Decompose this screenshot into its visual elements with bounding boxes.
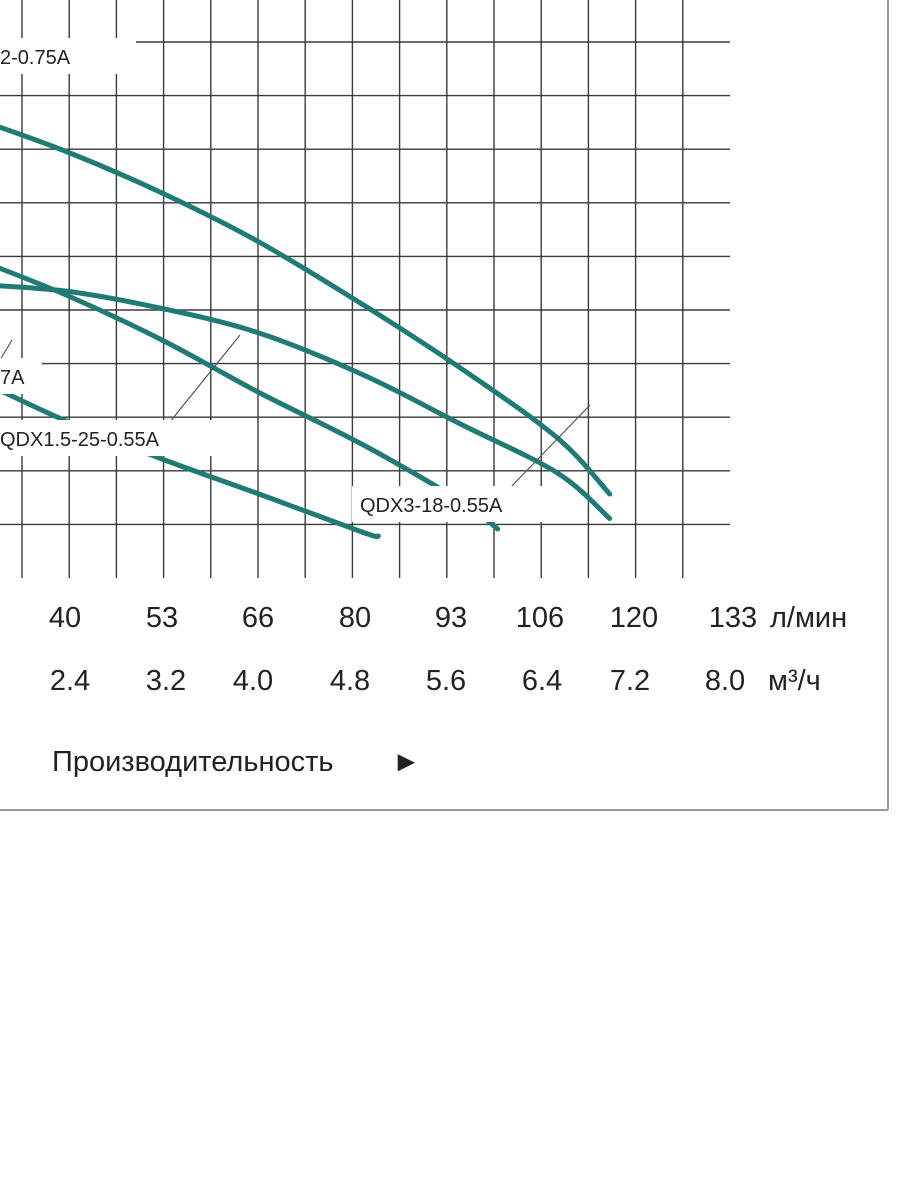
x-ticks-m3h: 2.4 3.2 4.0 4.8 5.6 6.4 7.2 8.0 — [50, 665, 745, 697]
x-tick-lpm: 106 — [516, 602, 564, 634]
x-tick-lpm: 133 — [709, 602, 757, 634]
x-tick-lpm: 53 — [146, 602, 178, 634]
x-axis-arrow-icon: ► — [392, 746, 421, 778]
curve-label-7a: 7A — [0, 367, 25, 389]
leader-line-qdx3 — [509, 404, 591, 489]
curve-series-2 — [0, 283, 613, 521]
label-bg-series-2 — [352, 486, 558, 522]
x-tick-lpm: 80 — [339, 602, 371, 634]
x-tick-m3h: 8.0 — [705, 665, 745, 697]
x-tick-m3h: 4.0 — [233, 665, 273, 697]
leader-line-7a — [0, 339, 13, 361]
x-unit-lpm: л/мин — [770, 602, 847, 634]
curve-series-1 — [0, 124, 613, 497]
x-tick-m3h: 6.4 — [522, 665, 562, 697]
x-tick-m3h: 2.4 — [50, 665, 90, 697]
x-tick-m3h: 5.6 — [426, 665, 466, 697]
x-tick-m3h: 7.2 — [610, 665, 650, 697]
x-tick-m3h: 4.8 — [330, 665, 370, 697]
label-bg-series-4 — [0, 358, 42, 394]
x-tick-lpm: 120 — [610, 602, 658, 634]
curve-label-qdx3-18: QDX3-18-0.55A — [360, 495, 503, 517]
label-bg-series-1 — [0, 38, 136, 74]
x-tick-m3h: 3.2 — [146, 665, 186, 697]
x-tick-lpm: 40 — [49, 602, 81, 634]
x-ticks-lpm: 40 53 66 80 93 106 120 133 — [49, 602, 757, 634]
x-unit-m3h: м³/ч — [768, 665, 821, 697]
leader-line-qdx1-5 — [164, 334, 241, 429]
curve-series-4 — [0, 387, 381, 540]
x-axis-title: Производительность — [52, 746, 333, 778]
chart-grid — [0, 0, 730, 578]
x-tick-lpm: 93 — [435, 602, 467, 634]
curve-label-qdx1-5-25: QDX1.5-25-0.55A — [0, 429, 160, 451]
curve-label-2-0-75a: 2-0.75A — [0, 47, 71, 69]
label-bg-series-3 — [0, 420, 212, 456]
x-tick-lpm: 66 — [242, 602, 274, 634]
